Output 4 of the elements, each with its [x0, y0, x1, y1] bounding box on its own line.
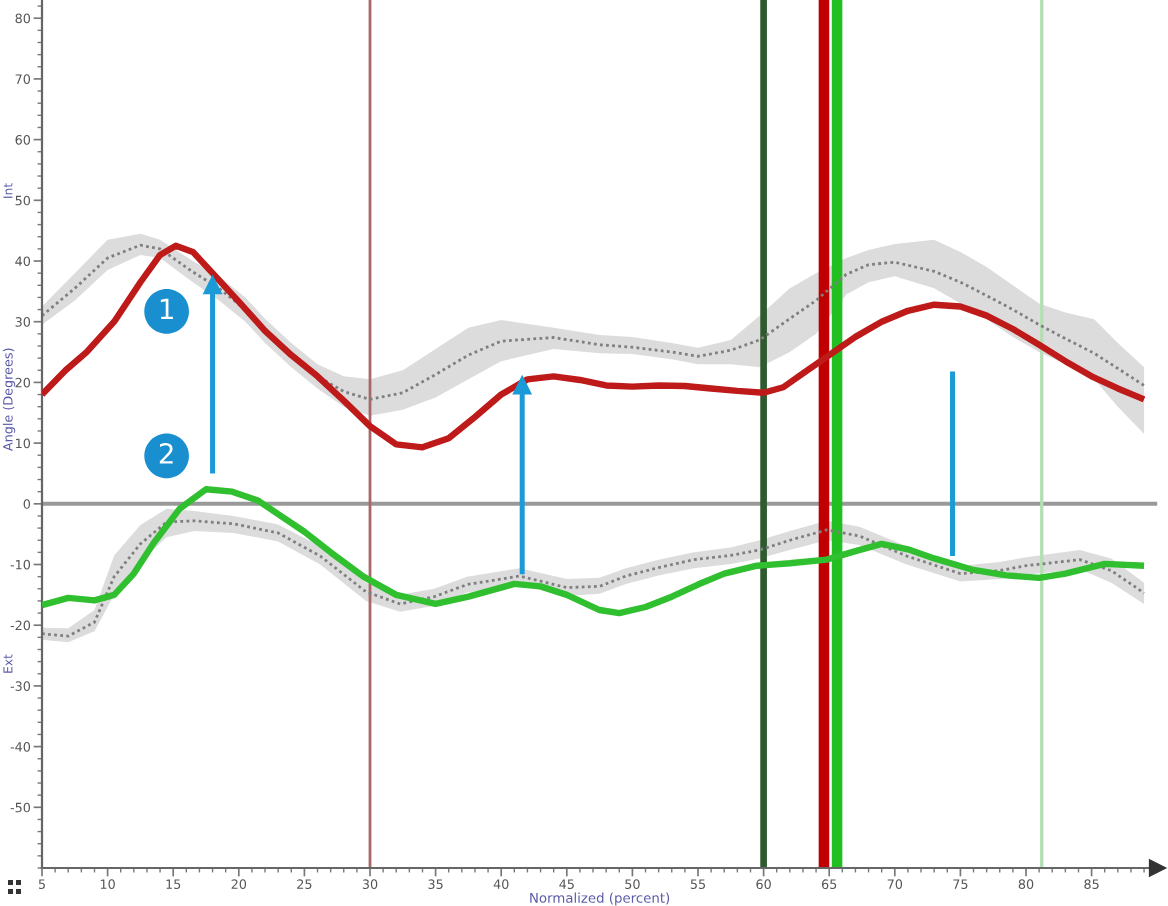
line-series [42, 486, 1148, 617]
annotation: 2 [159, 442, 173, 464]
annotation: 1 [160, 298, 173, 320]
line-series [42, 243, 1146, 401]
